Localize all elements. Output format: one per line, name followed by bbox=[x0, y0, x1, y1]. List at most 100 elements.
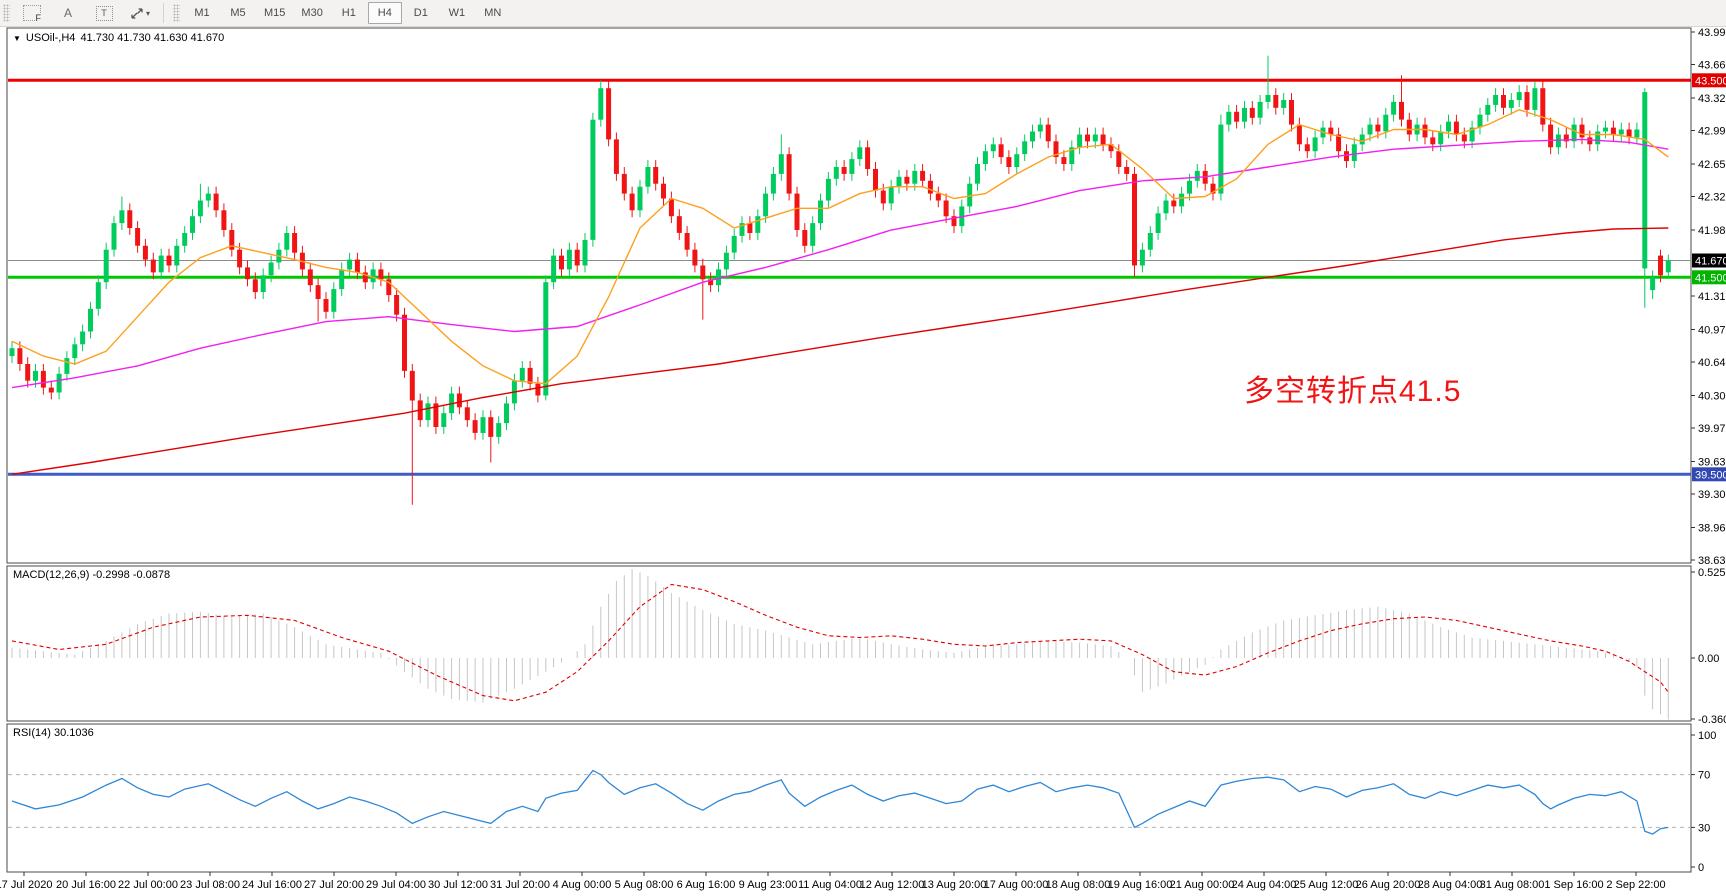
timeframe-mn[interactable]: MN bbox=[484, 7, 502, 19]
svg-text:9 Aug 23:00: 9 Aug 23:00 bbox=[739, 879, 798, 891]
price-level-lines[interactable] bbox=[8, 78, 1691, 476]
toolbar-separator bbox=[163, 3, 165, 23]
time-axis[interactable]: 17 Jul 2020 20 Jul 16:00 22 Jul 00:00 23 Ju… bbox=[0, 872, 1666, 891]
svg-text:24 Jul 16:00: 24 Jul 16:00 bbox=[242, 879, 302, 891]
svg-text:12 Aug 12:00: 12 Aug 12:00 bbox=[860, 879, 925, 891]
svg-text:18 Aug 08:00: 18 Aug 08:00 bbox=[1046, 879, 1111, 891]
timeframe-w1[interactable]: W1 bbox=[448, 7, 466, 19]
svg-text:43.320: 43.320 bbox=[1698, 93, 1726, 105]
annotation-text[interactable]: 多空转折点41.5 bbox=[1244, 375, 1462, 408]
chart-title: ▼ USOil-,H4 41.730 41.730 41.630 41.670 bbox=[13, 32, 224, 44]
svg-text:70: 70 bbox=[1698, 770, 1710, 782]
svg-text:22 Jul 00:00: 22 Jul 00:00 bbox=[118, 879, 178, 891]
price-box-39.500 bbox=[1692, 467, 1726, 482]
svg-text:43.500: 43.500 bbox=[1695, 75, 1726, 87]
letter-a-icon: A bbox=[63, 6, 72, 20]
text-box-icon: T bbox=[95, 5, 113, 21]
svg-text:31 Jul 20:00: 31 Jul 20:00 bbox=[490, 879, 550, 891]
svg-text:38.960: 38.960 bbox=[1698, 523, 1726, 535]
svg-text:31 Aug 08:00: 31 Aug 08:00 bbox=[1480, 879, 1545, 891]
timeframe-m1[interactable]: M1 bbox=[194, 7, 210, 19]
svg-text:40.300: 40.300 bbox=[1698, 391, 1726, 403]
svg-text:0: 0 bbox=[1698, 862, 1704, 874]
macd-axis[interactable]: 0.5257 0.00 -0.3603 bbox=[1691, 567, 1726, 726]
svg-text:42.650: 42.650 bbox=[1698, 159, 1726, 171]
toolbar-grip[interactable] bbox=[3, 4, 10, 22]
svg-text:39.970: 39.970 bbox=[1698, 423, 1726, 435]
macd-histogram bbox=[11, 569, 1669, 720]
rsi-panel[interactable] bbox=[6, 723, 1692, 873]
ma-mid-line bbox=[11, 138, 1669, 389]
svg-text:30: 30 bbox=[1698, 822, 1710, 834]
svg-text:11 Aug 04:00: 11 Aug 04:00 bbox=[798, 879, 862, 891]
svg-text:43.990: 43.990 bbox=[1698, 27, 1726, 39]
svg-text:13 Aug 20:00: 13 Aug 20:00 bbox=[922, 879, 987, 891]
timeframe-m5[interactable]: M5 bbox=[230, 7, 246, 19]
svg-text:28 Aug 04:00: 28 Aug 04:00 bbox=[1418, 879, 1483, 891]
svg-text:40.970: 40.970 bbox=[1698, 325, 1726, 337]
svg-text:39.300: 39.300 bbox=[1698, 489, 1726, 501]
timeframe-h4[interactable]: H4 bbox=[367, 2, 402, 24]
svg-text:20 Jul 16:00: 20 Jul 16:00 bbox=[56, 879, 116, 891]
svg-text:40.640: 40.640 bbox=[1698, 357, 1726, 369]
macd-signal-line bbox=[11, 583, 1669, 702]
svg-text:41.500: 41.500 bbox=[1695, 272, 1726, 284]
svg-text:0.00: 0.00 bbox=[1698, 653, 1719, 665]
collapse-triangle-icon[interactable]: ▼ bbox=[13, 33, 21, 43]
price-axis[interactable]: 43.990 43.660 43.320 42.990 42.650 42.320 41.9… bbox=[1691, 27, 1726, 567]
macd-indicator-label: MACD(12,26,9) -0.2998 -0.0878 bbox=[13, 569, 171, 581]
svg-text:39.630: 39.630 bbox=[1698, 457, 1726, 469]
svg-text:6 Aug 16:00: 6 Aug 16:00 bbox=[677, 879, 736, 891]
chevron-down-icon: ▾ bbox=[146, 8, 151, 18]
toolbar: F A T ▾ M1 M5 M15 M30 H1 H4 D1 W1 MN bbox=[0, 0, 1726, 27]
svg-text:41.980: 41.980 bbox=[1698, 225, 1726, 237]
timeframe-m15[interactable]: M15 bbox=[264, 7, 286, 19]
svg-text:25 Aug 12:00: 25 Aug 12:00 bbox=[1294, 879, 1359, 891]
svg-text:17 Jul 2020: 17 Jul 2020 bbox=[0, 879, 52, 891]
svg-text:-0.3603: -0.3603 bbox=[1698, 714, 1726, 726]
arrow-objects-button[interactable]: ▾ bbox=[123, 2, 157, 24]
svg-text:29 Jul 04:00: 29 Jul 04:00 bbox=[366, 879, 426, 891]
indicator-grid-button[interactable]: F bbox=[15, 2, 49, 24]
rsi-line bbox=[11, 769, 1669, 835]
chart-symbol-label: USOil-,H4 bbox=[25, 32, 76, 44]
rsi-levels bbox=[8, 774, 1691, 828]
svg-text:30 Jul 12:00: 30 Jul 12:00 bbox=[428, 879, 488, 891]
svg-text:0.5257: 0.5257 bbox=[1698, 567, 1726, 579]
svg-text:27 Jul 20:00: 27 Jul 20:00 bbox=[304, 879, 364, 891]
diagonal-arrows-icon bbox=[131, 7, 143, 19]
svg-text:2 Sep 22:00: 2 Sep 22:00 bbox=[1606, 879, 1665, 891]
svg-text:43.660: 43.660 bbox=[1698, 60, 1726, 72]
timeframe-d1[interactable]: D1 bbox=[413, 7, 428, 19]
ma-slow-line bbox=[11, 227, 1669, 475]
price-box-41.670 bbox=[1692, 253, 1726, 268]
svg-text:38.630: 38.630 bbox=[1698, 555, 1726, 567]
svg-text:21 Aug 00:00: 21 Aug 00:00 bbox=[1170, 879, 1235, 891]
macd-panel[interactable] bbox=[6, 565, 1692, 722]
text-box-button[interactable]: T bbox=[87, 2, 121, 24]
svg-text:24 Aug 04:00: 24 Aug 04:00 bbox=[1232, 879, 1297, 891]
main-panel[interactable] bbox=[6, 27, 1692, 564]
price-box-41.500 bbox=[1692, 270, 1726, 285]
chart-ohlc-values: 41.730 41.730 41.630 41.670 bbox=[80, 32, 225, 44]
svg-text:23 Jul 08:00: 23 Jul 08:00 bbox=[180, 879, 240, 891]
timeframe-h1[interactable]: H1 bbox=[341, 7, 356, 19]
svg-text:1 Sep 16:00: 1 Sep 16:00 bbox=[1544, 879, 1603, 891]
svg-text:4 Aug 00:00: 4 Aug 00:00 bbox=[553, 879, 612, 891]
svg-text:42.320: 42.320 bbox=[1698, 192, 1726, 204]
grid-f-icon: F bbox=[23, 5, 41, 23]
timeframe-m30[interactable]: M30 bbox=[301, 7, 323, 19]
ma-fast-line bbox=[11, 109, 1669, 385]
rsi-indicator-label: RSI(14) 30.1036 bbox=[13, 727, 94, 739]
price-box-43.500 bbox=[1692, 73, 1726, 88]
toolbar-grip-2[interactable] bbox=[173, 4, 181, 22]
svg-text:26 Aug 20:00: 26 Aug 20:00 bbox=[1356, 879, 1421, 891]
rsi-axis[interactable]: 100 70 30 0 bbox=[1691, 730, 1716, 874]
svg-text:17 Aug 00:00: 17 Aug 00:00 bbox=[984, 879, 1049, 891]
svg-text:42.990: 42.990 bbox=[1698, 126, 1726, 138]
svg-text:100: 100 bbox=[1698, 730, 1716, 742]
text-label-button[interactable]: A bbox=[51, 2, 85, 24]
svg-text:41.670: 41.670 bbox=[1695, 256, 1726, 268]
